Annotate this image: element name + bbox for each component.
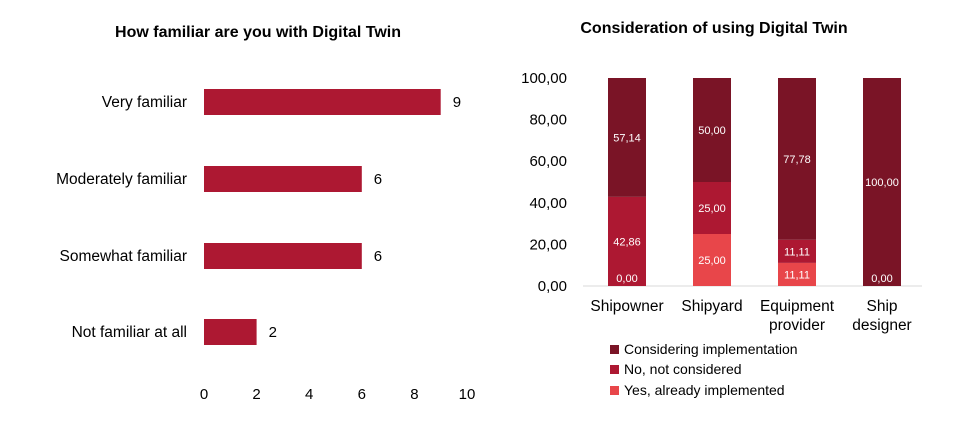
segment-considering-implementation-shipowner bbox=[608, 78, 646, 197]
category-label-very-familiar: Very familiar bbox=[102, 94, 187, 111]
segment-considering-implementation-ship-designer bbox=[863, 78, 901, 286]
familiarity-chart: How familiar are you with Digital Twin V… bbox=[56, 24, 475, 403]
familiarity-chart-title: How familiar are you with Digital Twin bbox=[115, 24, 401, 41]
y-tick-label: 20,00 bbox=[529, 236, 567, 253]
x-tick-label: 10 bbox=[459, 386, 476, 403]
segment-label-yes-already-implemented-shipyard: 25,00 bbox=[698, 255, 726, 267]
y-tick-label: 80,00 bbox=[529, 112, 567, 129]
segment-label-considering-implementation-equipment-provider: 77,78 bbox=[783, 154, 811, 166]
x-tick-label: 4 bbox=[305, 386, 313, 403]
x-tick-label: 8 bbox=[410, 386, 418, 403]
x-tick-label: 2 bbox=[252, 386, 260, 403]
category-label-equipment-provider: Equipment provider bbox=[760, 298, 835, 334]
value-label-not-familiar-at-all: 2 bbox=[269, 324, 277, 341]
segment-label-considering-implementation-shipyard: 50,00 bbox=[698, 125, 726, 137]
x-tick-label: 0 bbox=[200, 386, 208, 403]
segment-label-yes-already-implemented-shipowner: 0,00 bbox=[616, 273, 637, 285]
category-label-moderately-familiar: Moderately familiar bbox=[56, 171, 187, 188]
bar-not-familiar-at-all bbox=[204, 319, 257, 345]
legend-label-no-not-considered: No, not considered bbox=[624, 361, 742, 377]
consideration-chart-title: Consideration of using Digital Twin bbox=[580, 20, 847, 37]
bar-very-familiar bbox=[204, 89, 441, 115]
legend-label-considering-implementation: Considering implementation bbox=[624, 341, 798, 357]
category-label-shipyard: Shipyard bbox=[681, 298, 742, 315]
segment-yes-already-implemented-shipyard bbox=[693, 234, 731, 286]
segment-label-yes-already-implemented-ship-designer: 0,00 bbox=[871, 273, 892, 285]
legend-label-yes-already-implemented: Yes, already implemented bbox=[624, 382, 785, 398]
segment-yes-already-implemented-equipment-provider bbox=[778, 262, 816, 286]
value-label-moderately-familiar: 6 bbox=[374, 171, 382, 188]
segment-no-not-considered-shipyard bbox=[693, 182, 731, 234]
consideration-chart: Consideration of using Digital Twin 0,00… bbox=[521, 20, 922, 398]
segment-label-no-not-considered-shipyard: 25,00 bbox=[698, 203, 726, 215]
segment-label-no-not-considered-equipment-provider: 11,11 bbox=[784, 246, 810, 258]
x-tick-label: 6 bbox=[358, 386, 366, 403]
bar-moderately-familiar bbox=[204, 166, 362, 192]
legend-swatch-considering-implementation bbox=[610, 345, 619, 354]
category-label-somewhat-familiar: Somewhat familiar bbox=[60, 248, 188, 265]
y-tick-label: 0,00 bbox=[538, 278, 567, 295]
category-label-not-familiar-at-all: Not familiar at all bbox=[72, 324, 187, 341]
y-tick-label: 40,00 bbox=[529, 195, 567, 212]
category-label-shipowner: Shipowner bbox=[590, 298, 663, 315]
segment-label-considering-implementation-shipowner: 57,14 bbox=[613, 132, 641, 144]
segment-considering-implementation-equipment-provider bbox=[778, 78, 816, 240]
value-label-somewhat-familiar: 6 bbox=[374, 248, 382, 265]
segment-label-considering-implementation-ship-designer: 100,00 bbox=[865, 177, 899, 189]
value-label-very-familiar: 9 bbox=[453, 94, 461, 111]
category-label-ship-designer: Ship designer bbox=[852, 298, 911, 334]
segment-label-no-not-considered-shipowner: 42,86 bbox=[613, 236, 641, 248]
y-tick-label: 100,00 bbox=[521, 70, 567, 87]
legend-swatch-yes-already-implemented bbox=[610, 386, 619, 395]
y-tick-label: 60,00 bbox=[529, 153, 567, 170]
bar-somewhat-familiar bbox=[204, 243, 362, 269]
segment-no-not-considered-shipowner bbox=[608, 196, 646, 286]
segment-no-not-considered-equipment-provider bbox=[778, 239, 816, 263]
legend-swatch-no-not-considered bbox=[610, 365, 619, 374]
segment-label-yes-already-implemented-equipment-provider: 11,11 bbox=[784, 269, 810, 281]
segment-considering-implementation-shipyard bbox=[693, 78, 731, 182]
